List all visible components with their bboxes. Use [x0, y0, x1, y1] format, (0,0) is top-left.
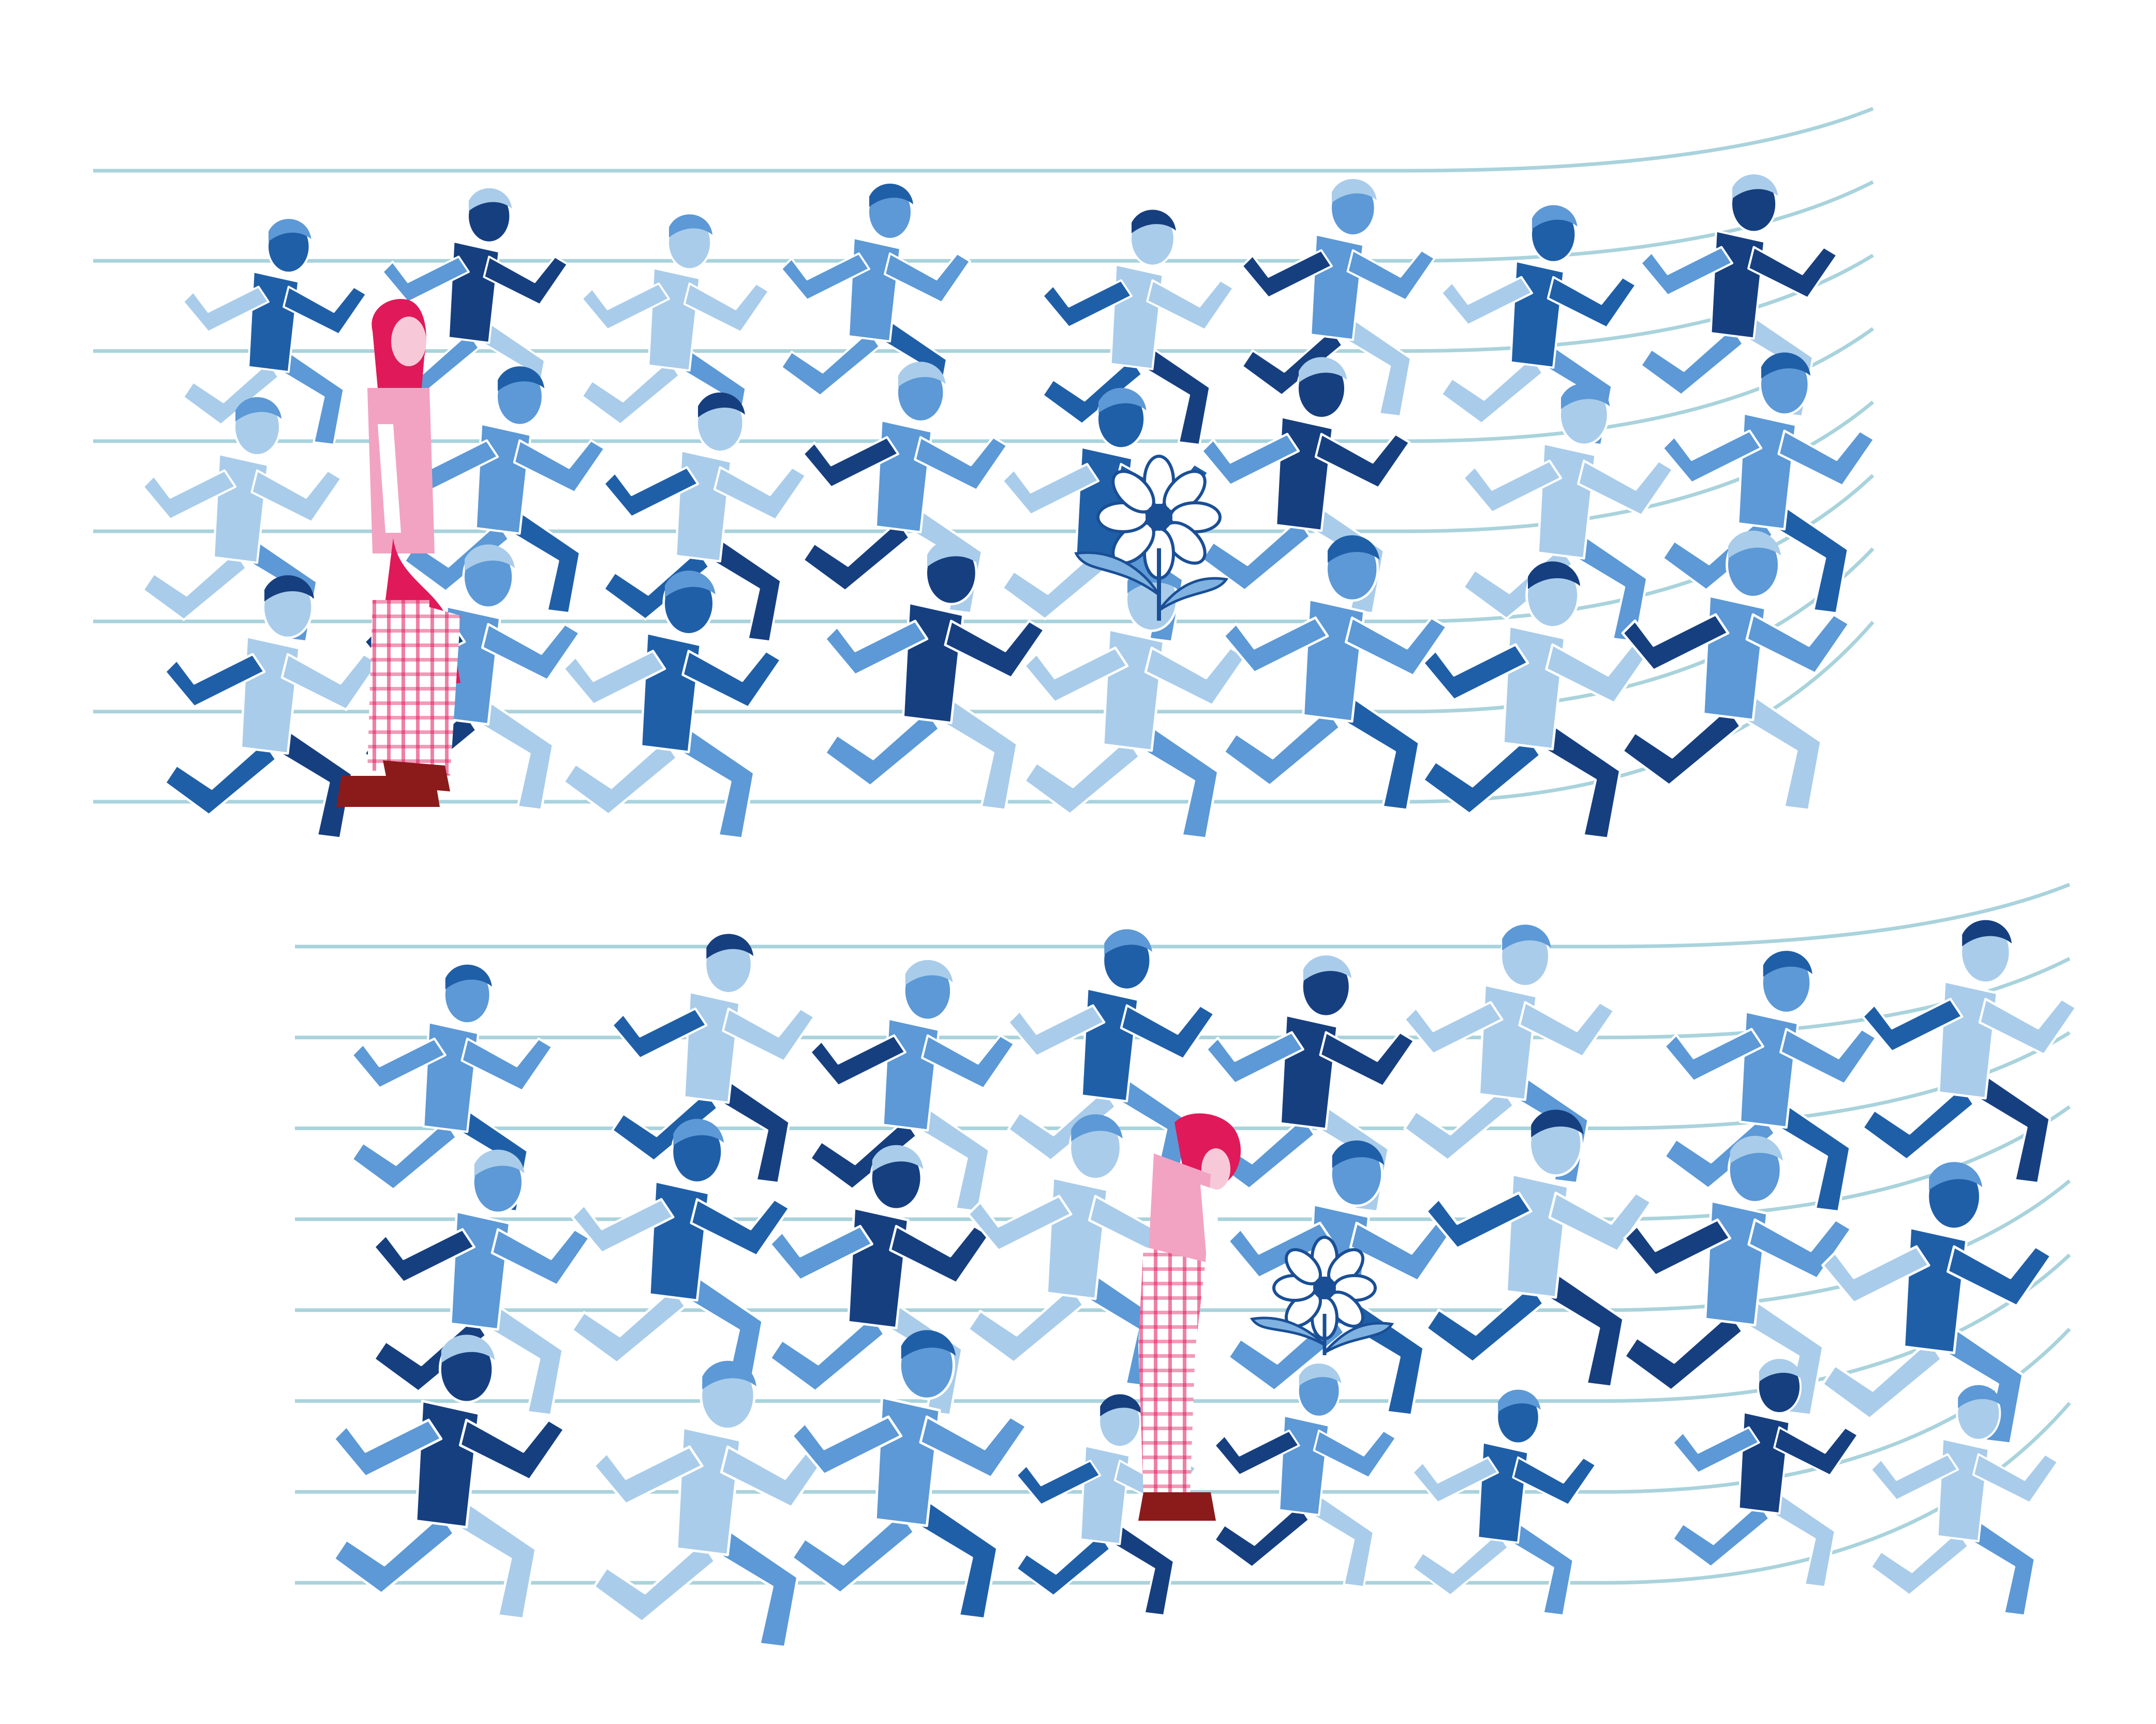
- protagonist-walking: [336, 299, 460, 807]
- runner-figure: [602, 392, 807, 643]
- bottom-panel: [295, 882, 2077, 1648]
- runner-figure: [1042, 209, 1235, 446]
- runner-figure: [791, 1330, 1028, 1621]
- track-line: [93, 180, 1874, 263]
- track-line: [295, 882, 2071, 949]
- track-line: [295, 1031, 2071, 1130]
- runner-figure: [1623, 1135, 1853, 1417]
- runner-figure: [1462, 383, 1674, 643]
- runner-figure: [332, 1335, 566, 1620]
- runner-figure: [1425, 1110, 1653, 1388]
- bottom-runner-crowd: [332, 920, 2077, 1648]
- protagonist-bending: [1138, 1113, 1241, 1521]
- track-line: [295, 1402, 2071, 1585]
- runner-figure: [163, 575, 380, 839]
- runner-figure: [824, 539, 1046, 812]
- runner-figure: [1861, 920, 2077, 1185]
- runner-figure: [1621, 530, 1851, 812]
- track-line: [93, 327, 1875, 443]
- runner-figure: [142, 397, 343, 643]
- runner-figure: [611, 934, 816, 1185]
- runner-figure: [592, 1360, 828, 1648]
- runner-figure: [1007, 929, 1215, 1185]
- top-panel: [93, 107, 1876, 840]
- runner-figure: [1411, 1389, 1597, 1617]
- runner-figure: [403, 366, 606, 614]
- runner-figure: [769, 1145, 991, 1417]
- runner-figure: [182, 219, 368, 446]
- bottom-track-lines: [295, 882, 2071, 1585]
- track-line: [93, 400, 1875, 533]
- runner-figure: [1213, 1363, 1397, 1588]
- runner-figure: [780, 183, 971, 417]
- track-line: [93, 253, 1874, 353]
- flower-top: [1074, 455, 1229, 621]
- runner-figure: [1821, 1162, 2053, 1445]
- runner-figure: [809, 960, 1016, 1213]
- runner-figure: [1241, 179, 1436, 418]
- track-line: [93, 107, 1874, 173]
- runner-figure: [1640, 174, 1838, 418]
- runner-figure: [1869, 1385, 2059, 1617]
- runner-figure: [1223, 535, 1448, 812]
- runner-figure: [562, 571, 782, 840]
- runner-figure: [1200, 357, 1411, 614]
- runner-figure: [351, 964, 554, 1213]
- runner-figure: [1403, 924, 1615, 1185]
- flower-bottom: [1250, 1236, 1394, 1355]
- top-track-lines: [93, 107, 1875, 804]
- runner-figure: [571, 1119, 791, 1388]
- runner-figure: [1663, 951, 1878, 1213]
- runner-figure: [1672, 1359, 1859, 1588]
- track-line: [295, 1105, 2071, 1221]
- track-line: [93, 474, 1875, 623]
- runner-figure: [1422, 561, 1649, 840]
